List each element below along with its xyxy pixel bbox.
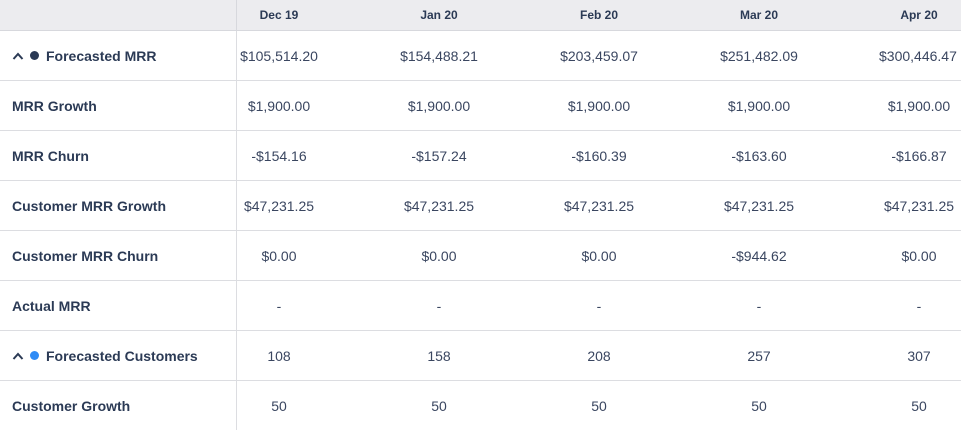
cell-value: $0.00 (421, 247, 457, 264)
column-header: Jan 20 (420, 8, 458, 22)
table-row-customer-mrr-growth: Customer MRR Growth $47,231.25 $47,231.2… (0, 181, 961, 231)
cell-value: $1,900.00 (247, 97, 311, 114)
column-header: Dec 19 (259, 8, 299, 22)
cell-value: $47,231.25 (883, 197, 955, 214)
cell-value: $0.00 (581, 247, 617, 264)
cell-value: $47,231.25 (563, 197, 635, 214)
cell-value: 257 (747, 347, 771, 364)
row-label: Actual MRR (12, 297, 91, 314)
series-dot (30, 51, 39, 60)
row-label-cell: Customer MRR Growth (0, 181, 237, 230)
cell-value: $105,514.20 (240, 47, 318, 64)
cell-value: $1,900.00 (567, 97, 631, 114)
cell-value: $251,482.09 (720, 47, 798, 64)
column-header: Mar 20 (739, 8, 779, 22)
cell-value: 50 (431, 398, 447, 414)
cell-value: $47,231.25 (403, 197, 475, 214)
header-label-cell (0, 0, 237, 30)
row-label: MRR Growth (12, 97, 97, 114)
column-header: Apr 20 (900, 8, 938, 22)
cell-value: $0.00 (901, 247, 937, 264)
row-label-cell: MRR Growth (0, 81, 237, 130)
cell-value: 50 (751, 398, 767, 414)
row-label-cell: MRR Churn (0, 131, 237, 180)
row-label-cell: Forecasted MRR (0, 31, 237, 80)
table-row-customer-growth: Customer Growth 50 50 50 50 50 (0, 381, 961, 430)
cell-value: 307 (907, 347, 931, 364)
cell-value: 50 (591, 398, 607, 414)
cell-value: -$160.39 (571, 147, 627, 164)
row-label: Customer MRR Churn (12, 247, 159, 264)
row-label-cell: Customer Growth (0, 381, 237, 430)
cell-value: 208 (587, 347, 611, 364)
series-dot (30, 351, 39, 360)
cell-value: -$157.24 (411, 147, 467, 164)
cell-value: $300,446.47 (879, 47, 957, 64)
table-row-forecasted-customers: Forecasted Customers 108 158 208 257 307 (0, 331, 961, 381)
cell-value: $1,900.00 (887, 97, 951, 114)
row-label: Forecasted MRR (46, 47, 157, 64)
cell-value: - (756, 297, 762, 314)
column-header: Feb 20 (579, 8, 618, 22)
cell-value: -$944.62 (731, 247, 787, 264)
chevron-up-icon[interactable] (12, 351, 24, 361)
table-row-mrr-growth: MRR Growth $1,900.00 $1,900.00 $1,900.00… (0, 81, 961, 131)
table-row-mrr-churn: MRR Churn -$154.16 -$157.24 -$160.39 -$1… (0, 131, 961, 181)
cell-value: -$166.87 (891, 147, 947, 164)
row-label: Forecasted Customers (46, 347, 198, 364)
table-row-customer-mrr-churn: Customer MRR Churn $0.00 $0.00 $0.00 -$9… (0, 231, 961, 281)
cell-value: 50 (271, 398, 287, 414)
cell-value: 108 (267, 347, 291, 364)
row-label: Customer MRR Growth (12, 197, 166, 214)
cell-value: $47,231.25 (723, 197, 795, 214)
cell-value: -$154.16 (251, 147, 307, 164)
cell-value: $1,900.00 (727, 97, 791, 114)
row-label-cell: Forecasted Customers (0, 331, 237, 380)
cell-value: 50 (911, 398, 927, 414)
row-label: Customer Growth (12, 398, 131, 414)
cell-value: - (916, 297, 922, 314)
cell-value: - (276, 297, 282, 314)
table-header: Dec 19 Jan 20 Feb 20 Mar 20 Apr 20 (0, 0, 961, 31)
row-label-cell: Actual MRR (0, 281, 237, 330)
table-row-actual-mrr: Actual MRR - - - - - (0, 281, 961, 331)
row-label-cell: Customer MRR Churn (0, 231, 237, 280)
cell-value: $47,231.25 (243, 197, 315, 214)
chevron-up-icon[interactable] (12, 51, 24, 61)
row-label: MRR Churn (12, 147, 89, 164)
cell-value: 158 (427, 347, 451, 364)
cell-value: $1,900.00 (407, 97, 471, 114)
table-row-forecasted-mrr: Forecasted MRR $105,514.20 $154,488.21 $… (0, 31, 961, 81)
cell-value: - (596, 297, 602, 314)
cell-value: $154,488.21 (400, 47, 478, 64)
cell-value: - (436, 297, 442, 314)
cell-value: -$163.60 (731, 147, 787, 164)
cell-value: $0.00 (261, 247, 297, 264)
cell-value: $203,459.07 (560, 47, 638, 64)
